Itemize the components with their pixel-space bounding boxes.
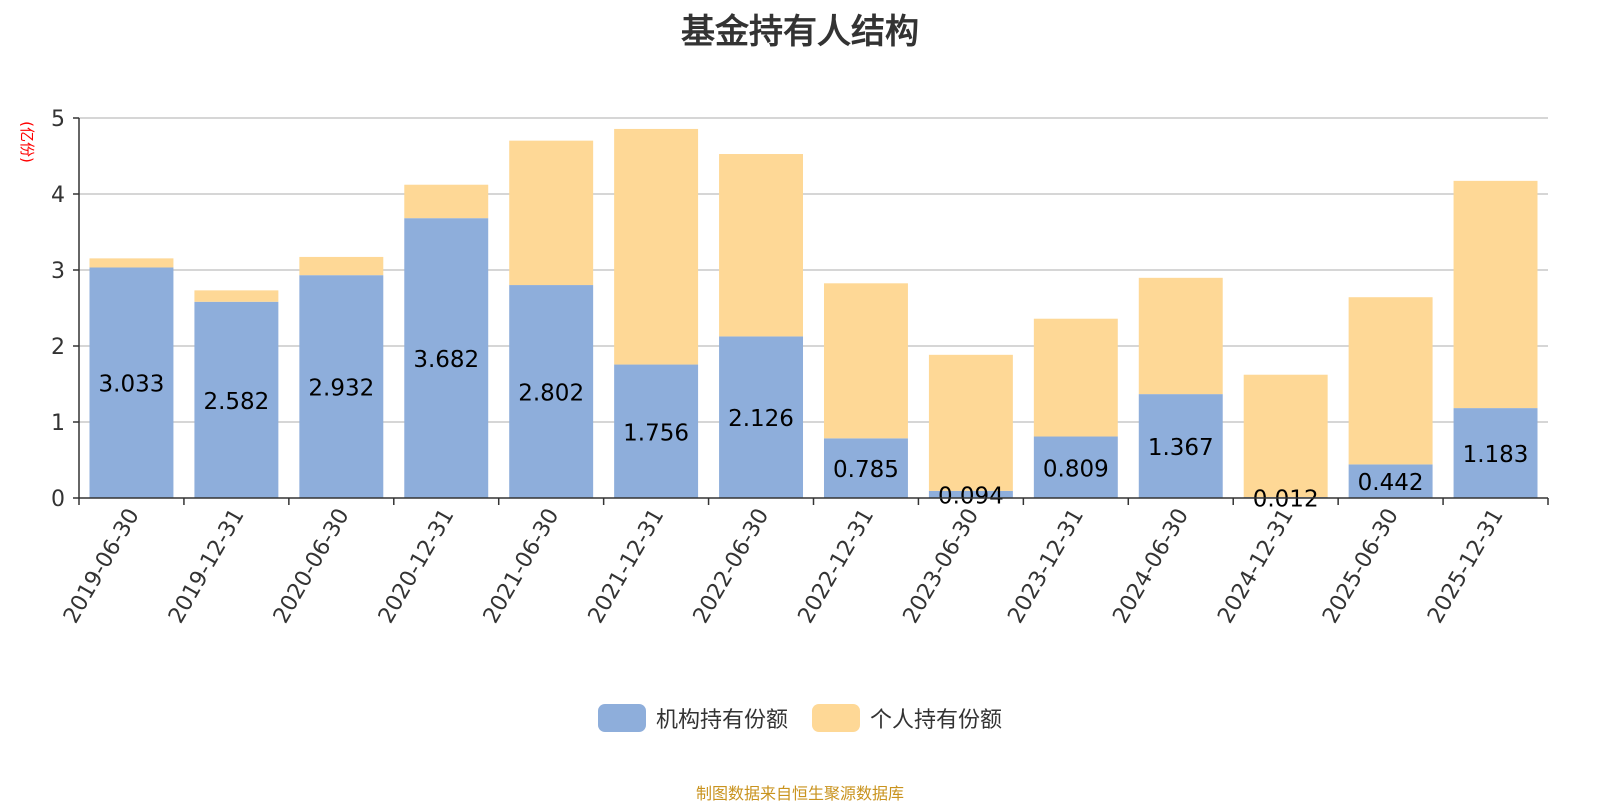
legend-item-institutional[interactable]: 机构持有份额 [597,702,788,734]
bar-institutional [1033,436,1118,498]
bar-individual [299,256,384,276]
x-tick-label: 2022-06-30 [689,505,775,628]
bar-institutional [89,267,174,498]
x-tick-label: 2024-06-30 [1108,505,1194,628]
bar-individual [719,154,804,337]
data-labels: 3.033 2.582 2.932 3.682 2.802 1.756 2.126 0.785… [99,347,1529,512]
bar-individual [509,140,594,286]
data-label-institutional: 3.033 [99,372,165,398]
x-tick-label: 2025-06-30 [1318,505,1404,628]
bar-institutional [719,336,804,498]
x-tick-label: 2023-06-30 [899,505,985,628]
y-tick-label: 0 [51,487,65,512]
bar-individual [614,128,699,365]
x-tick-label: 2019-06-30 [59,505,145,628]
bar-individual [194,290,279,302]
data-label-institutional: 2.802 [518,381,584,407]
legend-label-institutional: 机构持有份额 [655,708,788,733]
bar-institutional [1453,408,1538,498]
bar-individual [1033,318,1118,437]
y-tick-label: 4 [51,183,65,208]
data-label-institutional: 3.682 [413,347,479,373]
x-tick-label: 2020-06-30 [269,505,355,628]
bar-institutional [299,275,384,498]
legend-swatch-individual [812,704,860,732]
x-tick-label: 2021-12-31 [584,505,670,628]
data-label-institutional: 0.442 [1358,470,1424,496]
y-tick-label: 2 [51,335,65,360]
bar-institutional [1348,464,1433,498]
y-tick-label: 1 [51,411,65,436]
x-tick-label: 2019-12-31 [164,505,250,628]
y-axis-unit-label: (亿份) [18,121,36,163]
x-tick-label: 2024-12-31 [1213,505,1299,628]
legend: 机构持有份额 个人持有份额 [0,702,1600,734]
bar-individual [823,283,908,439]
bar-institutional [614,364,699,498]
legend-swatch-institutional [597,704,646,732]
bar-institutional [928,490,1013,498]
x-tick-label: 2021-06-30 [479,505,565,628]
source-note: 制图数据来自恒生聚源数据库 [695,784,904,803]
y-tick-label: 3 [51,259,65,284]
bar-individual [89,258,174,268]
x-tick-label: 2025-12-31 [1423,505,1509,628]
x-tick-label: 2022-12-31 [794,505,880,628]
y-tick-label: 5 [51,107,65,132]
x-tick-label: 2020-12-31 [374,505,460,628]
bar-institutional [1138,394,1223,498]
bar-individual [1348,297,1433,465]
data-label-institutional: 0.785 [833,457,899,483]
data-label-institutional: 2.582 [203,389,269,415]
data-label-institutional: 1.756 [623,420,689,446]
data-label-institutional: 1.183 [1463,442,1529,468]
bar-individual [404,184,489,219]
data-label-institutional: 0.012 [1253,487,1319,513]
bar-institutional [404,218,489,498]
legend-label-individual: 个人持有份额 [870,708,1003,733]
bar-individual [928,354,1013,491]
bar-individual [1453,180,1538,409]
data-label-institutional: 0.094 [938,483,1004,509]
bars [89,128,1538,498]
chart-title: 基金持有人结构 [681,12,919,52]
bar-institutional [823,438,908,498]
bar-individual [1138,277,1223,395]
legend-item-individual[interactable]: 个人持有份额 [812,702,1002,734]
data-label-institutional: 2.126 [728,406,794,432]
data-label-institutional: 0.809 [1043,456,1109,482]
bar-institutional [509,285,594,498]
x-tick-label: 2023-12-31 [1003,505,1089,628]
bar-individual [1243,374,1328,498]
data-label-institutional: 1.367 [1148,435,1214,461]
data-label-institutional: 2.932 [308,376,374,402]
bar-institutional [194,301,279,498]
